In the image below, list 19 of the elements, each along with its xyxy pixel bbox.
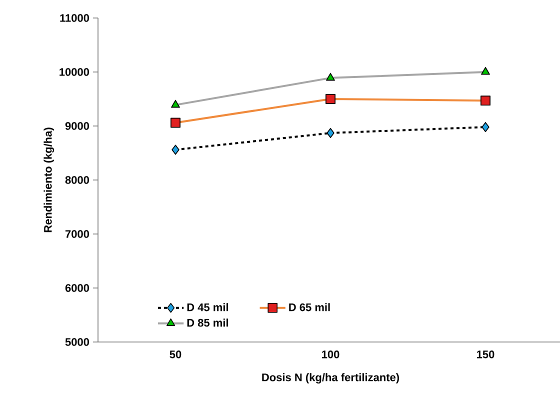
y-tick-label: 9000 <box>65 122 90 130</box>
y-tick-label: 6000 <box>65 284 90 292</box>
x-tick-label: 100 <box>322 350 340 358</box>
y-tick-label: 8000 <box>65 176 90 184</box>
y-tick-label: 7000 <box>65 230 90 238</box>
legend-label: D 45 mil <box>187 303 228 312</box>
x-tick-label: 50 <box>170 350 182 358</box>
y-tick-label: 5000 <box>65 338 90 346</box>
y-tick-label: 11000 <box>60 14 90 22</box>
legend-label: D 65 mil <box>289 303 330 312</box>
x-tick-label: 150 <box>477 350 494 358</box>
y-axis-title: Rendimiento (kg/ha) <box>44 128 54 232</box>
legend-label: D 85 mil <box>187 318 228 327</box>
point <box>172 144 180 155</box>
x-axis-title: Dosis N (kg/ha fertilizante) <box>262 373 400 384</box>
point <box>480 96 490 106</box>
y-tick-label: 10000 <box>60 68 90 76</box>
point <box>170 118 180 128</box>
point <box>326 94 336 104</box>
